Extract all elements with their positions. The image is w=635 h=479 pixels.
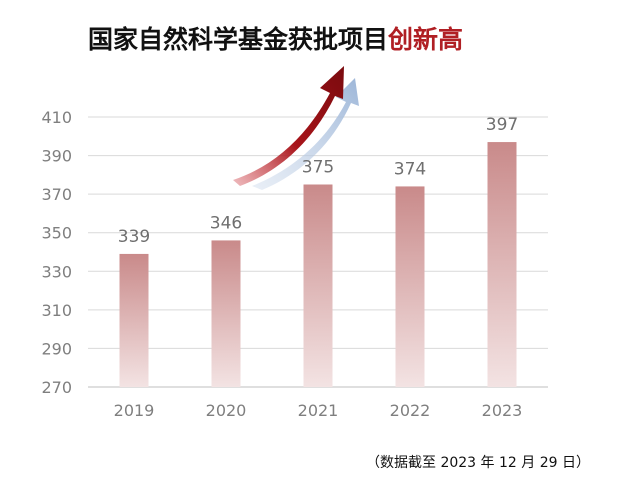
data-label-2022: 374 — [394, 159, 426, 179]
blue-arrow-icon — [252, 78, 359, 190]
bar-2022 — [395, 186, 425, 387]
red-arrow-icon — [233, 66, 344, 186]
y-tick-label: 410 — [41, 108, 72, 127]
y-tick-label: 270 — [41, 378, 72, 397]
x-tick-label-2023: 2023 — [482, 401, 523, 420]
data-footnote: （数据截至 2023 年 12 月 29 日） — [366, 455, 590, 471]
y-tick-label: 370 — [41, 185, 72, 204]
data-label-2021: 375 — [302, 158, 334, 178]
trend-arrow-icon — [233, 66, 359, 190]
y-tick-label: 310 — [41, 301, 72, 320]
y-tick-label: 390 — [41, 147, 72, 166]
bar-2019 — [119, 253, 149, 387]
chart-title-main: 国家自然科学基金获批项目 — [88, 25, 389, 54]
x-tick-label-2021: 2021 — [298, 401, 339, 420]
x-tick-label-2022: 2022 — [390, 401, 431, 420]
bar-2020 — [211, 240, 241, 387]
y-tick-label: 330 — [41, 262, 72, 281]
x-axis-ticks: 2019 2020 2021 2022 2023 — [114, 401, 523, 420]
bars — [119, 142, 517, 387]
data-labels: 339 346 375 374 397 — [118, 115, 518, 247]
data-label-2023: 397 — [486, 115, 518, 135]
chart-title: 国家自然科学基金获批项目创新高 — [88, 20, 463, 56]
data-label-2020: 346 — [210, 213, 242, 233]
x-tick-label-2020: 2020 — [206, 401, 247, 420]
y-tick-label: 350 — [41, 224, 72, 243]
y-axis-ticks: 270 290 310 330 350 370 390 410 — [41, 108, 72, 397]
bar-2023 — [487, 142, 517, 387]
data-label-2019: 339 — [118, 227, 150, 247]
x-tick-label-2019: 2019 — [114, 401, 155, 420]
chart-title-highlight: 创新高 — [388, 25, 464, 54]
bar-2021 — [303, 184, 333, 387]
y-tick-label: 290 — [41, 339, 72, 358]
